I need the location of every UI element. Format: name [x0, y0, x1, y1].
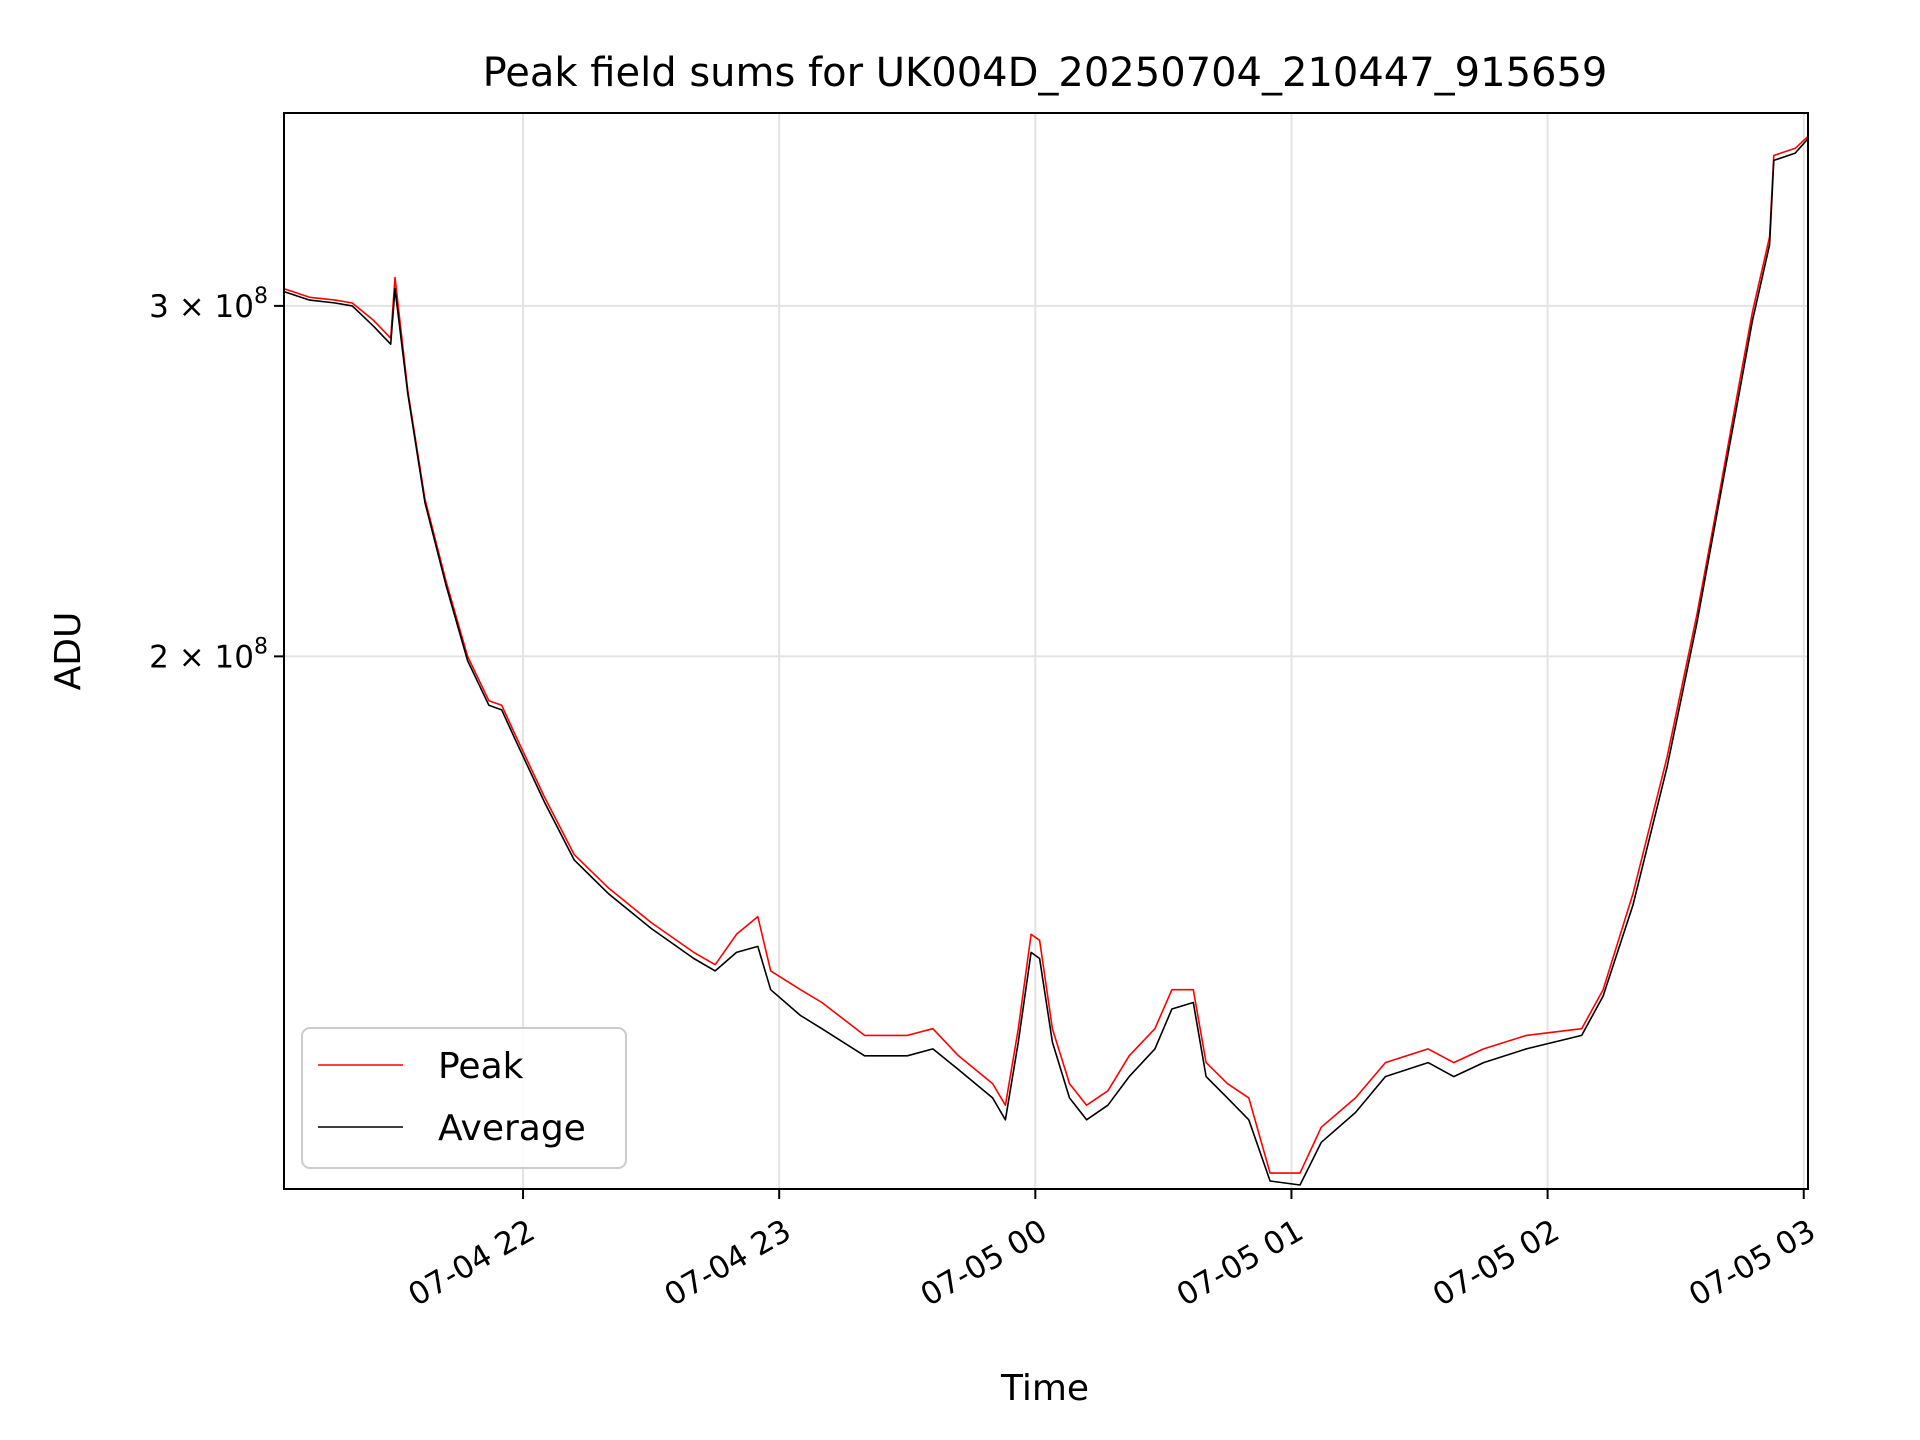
legend: Peak Average	[301, 1027, 627, 1169]
legend-box	[301, 1027, 627, 1169]
chart-title: Peak field sums for UK004D_20250704_2104…	[483, 50, 1608, 96]
y-tick-label-base: 2 × 10	[149, 639, 254, 675]
y-tick-label-exponent: 8	[254, 634, 268, 659]
grid	[284, 113, 1808, 1189]
legend-label-average: Average	[438, 1108, 586, 1149]
y-tick-label-base: 3 × 10	[149, 289, 254, 325]
y-tick-label: 2 × 108	[149, 634, 268, 675]
y-tick-label: 3 × 108	[149, 284, 268, 325]
legend-label-peak: Peak	[438, 1046, 524, 1087]
x-axis-label: Time	[1000, 1368, 1089, 1409]
series-line-peak	[283, 135, 1809, 1174]
plot-frame	[283, 112, 1809, 1190]
series-layer	[283, 135, 1809, 1186]
y-tick-label-exponent: 8	[254, 284, 268, 309]
series-line-average	[283, 138, 1809, 1186]
y-axis-label: ADU	[48, 612, 89, 691]
